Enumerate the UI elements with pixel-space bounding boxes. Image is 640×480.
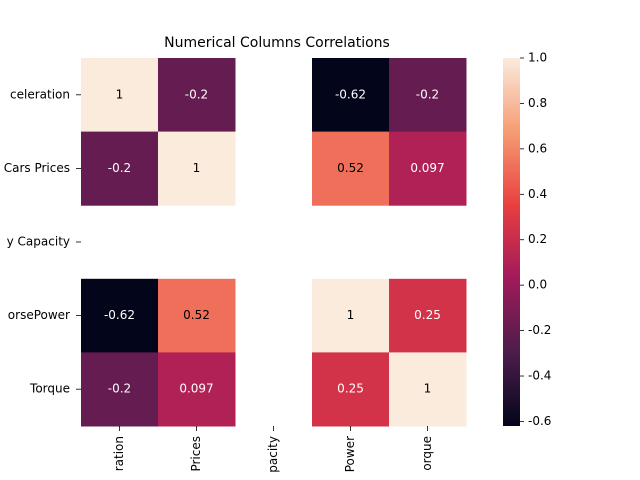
y-tick-label: Cars Prices	[4, 161, 70, 175]
heatmap-cell	[81, 58, 159, 133]
colorbar-tick-label: -0.2	[528, 323, 551, 337]
colorbar-tick-label: 1.0	[528, 51, 547, 65]
heatmap-cell	[389, 278, 467, 353]
heatmap-cell	[81, 131, 159, 206]
heatmap-cell	[158, 278, 236, 353]
cell-label: 0.097	[179, 382, 213, 396]
cell-label: -0.2	[108, 161, 131, 175]
y-tick-label: orsePower	[8, 308, 70, 322]
heatmap-cell	[389, 131, 467, 206]
heatmap-cell	[81, 352, 159, 427]
cell-label: 1	[116, 87, 124, 101]
heatmap-cell	[158, 58, 236, 133]
heatmap-cell	[389, 58, 467, 133]
heatmap-cell	[312, 58, 390, 133]
colorbar-tick-label: -0.6	[528, 414, 551, 428]
heatmap-cell	[158, 131, 236, 206]
cell-label: 0.52	[183, 308, 210, 322]
colorbar-tick-label: 0.6	[528, 141, 547, 155]
heatmap-cell	[389, 352, 467, 427]
cell-label: 1	[347, 308, 355, 322]
colorbar-tick-label: -0.4	[528, 369, 551, 383]
cell-label: -0.62	[104, 308, 135, 322]
y-tick-label: y Capacity	[7, 235, 70, 249]
cell-label: -0.62	[335, 87, 366, 101]
cell-label: 0.25	[337, 382, 364, 396]
heatmap-cell	[312, 352, 390, 427]
cell-label: 1	[193, 161, 201, 175]
y-tick-label: celeration	[10, 87, 70, 101]
cell-label: -0.2	[185, 87, 208, 101]
chart-title: Numerical Columns Correlations	[164, 35, 390, 51]
colorbar-tick-label: 0.0	[528, 278, 547, 292]
colorbar-tick-label: 0.4	[528, 187, 547, 201]
y-tick-label: Torque	[29, 382, 70, 396]
colorbar	[503, 58, 520, 426]
x-tick-label: pacity	[266, 436, 280, 473]
heatmap-cell	[312, 278, 390, 353]
cell-label: -0.2	[416, 87, 439, 101]
heatmap-cell	[81, 278, 159, 353]
x-tick-label: Power	[343, 436, 357, 472]
x-tick-label: Prices	[189, 436, 203, 472]
colorbar-tick-label: 0.8	[528, 96, 547, 110]
heatmap-cell	[158, 352, 236, 427]
cell-label: 0.25	[414, 308, 441, 322]
cell-label: 0.097	[410, 161, 444, 175]
x-tick-label: orque	[420, 436, 434, 471]
cell-label: -0.2	[108, 382, 131, 396]
cell-label: 1	[424, 382, 432, 396]
x-tick-label: ration	[112, 436, 126, 471]
cell-label: 0.52	[337, 161, 364, 175]
colorbar-tick-label: 0.2	[528, 232, 547, 246]
heatmap-cell	[312, 131, 390, 206]
